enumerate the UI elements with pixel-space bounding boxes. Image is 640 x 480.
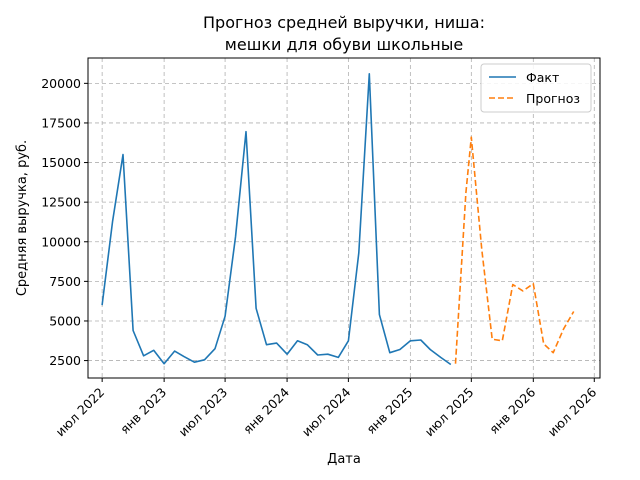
legend: Факт Прогноз xyxy=(480,63,592,113)
y-tick-label: 10000 xyxy=(41,234,81,249)
y-axis-ticks: 2500 5000 7500 10000 12500 15000 17500 20000 xyxy=(41,76,88,368)
x-tick-label: июл 2024 xyxy=(299,384,354,439)
series-line-fact xyxy=(101,73,452,366)
x-tick-label: июл 2025 xyxy=(422,385,477,440)
legend-label-forecast: Прогноз xyxy=(526,91,580,106)
y-axis-label: Средняя выручка, руб. xyxy=(15,140,30,296)
chart-title-line-1: Прогноз средней выручки, ниша: xyxy=(203,13,485,32)
y-tick-label: 7500 xyxy=(49,274,81,289)
y-tick-label: 12500 xyxy=(41,195,81,210)
x-axis-label: Дата xyxy=(327,452,361,467)
y-tick-label: 2500 xyxy=(49,353,81,368)
y-tick-label: 15000 xyxy=(41,155,81,170)
x-tick-label: янв 2025 xyxy=(363,385,415,437)
x-tick-label: июл 2022 xyxy=(53,385,108,440)
x-tick-label: июл 2023 xyxy=(175,385,230,440)
chart-title-line-2: мешки для обуви школьные xyxy=(225,35,463,54)
x-axis-ticks: июл 2022 янв 2023 июл 2023 янв 2024 июл 2024… xyxy=(53,378,600,440)
grid-lines xyxy=(88,58,600,378)
x-tick-label: янв 2023 xyxy=(117,385,169,437)
y-tick-label: 5000 xyxy=(49,313,81,328)
x-tick-label: янв 2024 xyxy=(240,384,292,436)
y-tick-label: 17500 xyxy=(41,115,81,130)
series-line-forecast xyxy=(454,136,575,364)
legend-frame xyxy=(480,63,592,113)
series-lines xyxy=(101,73,575,366)
legend-label-fact: Факт xyxy=(526,70,559,85)
x-tick-label: янв 2026 xyxy=(486,384,538,436)
plot-area-frame xyxy=(87,57,601,379)
x-tick-label: июл 2026 xyxy=(545,384,600,439)
y-tick-label: 20000 xyxy=(41,76,81,91)
